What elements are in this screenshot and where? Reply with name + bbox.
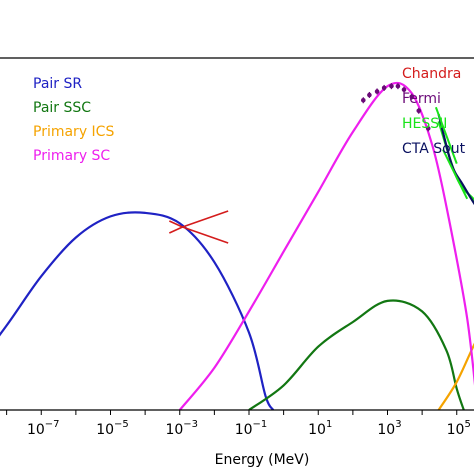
fermi-point (360, 97, 366, 103)
series-line-cta-sout (437, 114, 474, 206)
legend-entry-primary-sc: Primary SC (33, 148, 110, 164)
legend-entry-pair-sr: Pair SR (33, 76, 82, 92)
chandra-bowtie-line-2 (168, 220, 183, 228)
hessii-segment-0 (434, 106, 458, 164)
fermi-point (409, 94, 415, 100)
x-tick-label: 101 (308, 419, 332, 438)
chandra-bowtie-line-0 (182, 210, 229, 228)
legend-entry-hessii: HESSII (402, 116, 447, 132)
chandra-bowtie-line-3 (168, 226, 183, 234)
x-tick-label: 10−7 (27, 419, 60, 438)
fermi-point (425, 126, 431, 131)
series-line-pair-ssc (248, 299, 465, 410)
fermi-point (381, 85, 387, 91)
series-line-pair-sr (0, 211, 275, 410)
legend-entry-cta-sout: CTA Sout (402, 141, 466, 157)
hessii-segment-1 (442, 149, 469, 200)
legends: Pair SR Pair SSC Primary ICS Primary SC Chan… (33, 66, 466, 164)
series-line-primary-sc (178, 81, 474, 410)
series-line-primary-ics (437, 342, 474, 410)
chandra-bowtie-line-1 (182, 226, 229, 244)
fermi-point (389, 83, 394, 89)
x-axis-title: Energy (MeV) (215, 452, 310, 468)
x-tick-label: 10−5 (96, 419, 129, 438)
x-tick-label: 105 (447, 419, 471, 438)
x-tick-label: 103 (377, 419, 401, 438)
x-tick-label: 10−3 (165, 419, 198, 438)
fermi-point (367, 92, 372, 98)
fermi-point (395, 83, 401, 89)
legend-entry-primary-ics: Primary ICS (33, 124, 114, 140)
fermi-point (416, 108, 422, 114)
fermi-point (374, 89, 380, 94)
plot-area (0, 81, 474, 410)
legend-entry-chandra: Chandra (402, 66, 461, 82)
legend-entry-fermi: Fermi (402, 91, 441, 107)
axes: 10−7 10−5 10−3 10−1 101 103 105 (0, 57, 474, 438)
legend-entry-pair-ssc: Pair SSC (33, 100, 91, 116)
fermi-point (401, 87, 407, 92)
x-tick-label: 10−1 (235, 419, 268, 438)
